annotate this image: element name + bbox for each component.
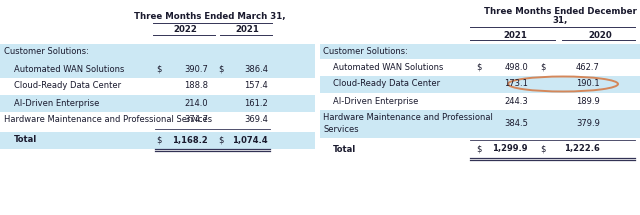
Bar [320,110,640,138]
Text: Hardware Maintenance and Professional: Hardware Maintenance and Professional [323,112,493,121]
Bar [0,43,315,60]
Bar [0,77,315,95]
Text: 1,168.2: 1,168.2 [172,135,208,144]
Text: Hardware Maintenance and Professional Services: Hardware Maintenance and Professional Se… [4,115,212,124]
Text: 390.7: 390.7 [184,64,208,74]
Text: Customer Solutions:: Customer Solutions: [323,48,408,57]
Text: 189.9: 189.9 [576,97,600,106]
Text: 2021: 2021 [235,26,259,34]
Text: $: $ [218,135,223,144]
Text: 379.9: 379.9 [576,118,600,127]
Text: 386.4: 386.4 [244,64,268,74]
Text: Total: Total [333,144,356,154]
Text: 369.4: 369.4 [244,115,268,124]
Text: 173.1: 173.1 [504,80,528,89]
Text: Automated WAN Solutions: Automated WAN Solutions [14,64,124,74]
Text: 462.7: 462.7 [576,63,600,72]
Text: Cloud-Ready Data Center: Cloud-Ready Data Center [14,81,121,91]
Bar [320,43,640,60]
Text: Services: Services [323,124,358,134]
Text: 188.8: 188.8 [184,81,208,91]
Text: 2020: 2020 [588,31,612,40]
Text: $: $ [218,64,223,74]
Text: Customer Solutions:: Customer Solutions: [4,48,89,57]
Text: $: $ [476,144,481,154]
Text: Three Months Ended March 31,: Three Months Ended March 31, [134,12,286,22]
Text: 2022: 2022 [173,26,197,34]
Text: 244.3: 244.3 [504,97,528,106]
Text: 214.0: 214.0 [184,98,208,108]
Text: 1,299.9: 1,299.9 [493,144,528,154]
Bar [0,132,315,149]
Text: $: $ [156,64,161,74]
Bar [320,140,640,158]
Text: 498.0: 498.0 [504,63,528,72]
Text: 384.5: 384.5 [504,118,528,127]
Text: 161.2: 161.2 [244,98,268,108]
Text: 157.4: 157.4 [244,81,268,91]
Text: $: $ [156,135,161,144]
Text: $: $ [476,63,481,72]
Text: Total: Total [14,135,37,144]
Text: $: $ [540,63,545,72]
Text: Cloud-Ready Data Center: Cloud-Ready Data Center [333,80,440,89]
Text: 1,222.6: 1,222.6 [564,144,600,154]
Text: 374.7: 374.7 [184,115,208,124]
Text: AI-Driven Enterprise: AI-Driven Enterprise [333,97,419,106]
Bar [0,112,315,129]
Text: AI-Driven Enterprise: AI-Driven Enterprise [14,98,99,108]
Text: 31,: 31, [552,17,568,26]
Bar [0,60,315,77]
Bar [320,75,640,92]
Bar [320,58,640,75]
Bar [320,92,640,109]
Text: Three Months Ended December: Three Months Ended December [484,8,636,17]
Text: 1,074.4: 1,074.4 [232,135,268,144]
Text: Automated WAN Solutions: Automated WAN Solutions [333,63,444,72]
Text: $: $ [540,144,545,154]
Text: 2021: 2021 [503,31,527,40]
Text: 190.1: 190.1 [577,80,600,89]
Bar [0,95,315,112]
